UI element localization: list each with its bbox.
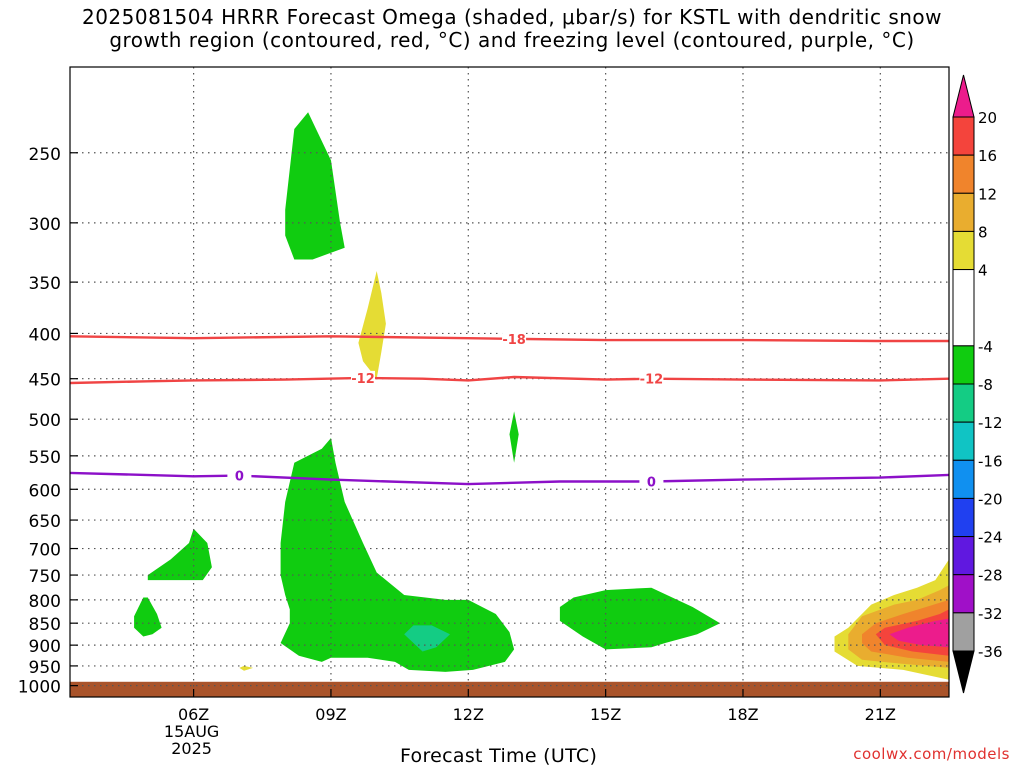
y-tick-label: 300 (29, 215, 61, 235)
x-tick-sublabel: 15AUG (164, 722, 219, 741)
colorbar-band (952, 536, 975, 576)
contour-line--12 (70, 375, 949, 385)
contour-label-bg (227, 468, 252, 483)
contour-label--18: -18 (502, 333, 526, 348)
grid-layer (70, 67, 949, 697)
colorbar-band (952, 192, 975, 232)
omega-region-8 (559, 587, 721, 650)
y-tick-label: 900 (29, 637, 61, 657)
colorbar-band (952, 421, 975, 461)
contour-label-0: 0 (235, 470, 244, 485)
x-tick-label: 21Z (865, 705, 896, 724)
contour-label-bg (639, 371, 664, 386)
y-tick-label: 1000 (18, 678, 61, 698)
contour-label-bg (639, 474, 664, 489)
colorbar-tick-label: -32 (978, 605, 1003, 623)
chart-title: 2025081504 HRRR Forecast Omega (shaded, … (0, 6, 1024, 52)
contour-line--18 (70, 335, 949, 343)
colorbar-tick-label: 16 (978, 147, 997, 165)
y-tick-label: 750 (29, 567, 61, 587)
y-tick-label: 550 (29, 448, 61, 468)
omega-region-2 (509, 411, 519, 463)
y-tick-label: 950 (29, 658, 61, 678)
colorbar-band (952, 497, 975, 538)
y-tick-label: 850 (29, 615, 61, 635)
colorbar: 20 16 12 8 4 -4 -8 -12 -16 -20 -24 -28 -32 -36 (952, 74, 1003, 694)
omega-region-0 (285, 112, 345, 260)
title-line-2: growth region (contoured, red, °C) and f… (109, 28, 915, 52)
omega-region-6 (280, 438, 515, 672)
watermark: coolwx.com/models (853, 745, 1010, 763)
x-tick-label: 09Z (315, 705, 346, 724)
ground-fill (70, 681, 949, 697)
omega-region-3 (147, 528, 212, 581)
contour-label-bg (351, 370, 375, 385)
colorbar-band (952, 345, 975, 385)
y-tick-label: 450 (29, 371, 61, 391)
title-line-1: 2025081504 HRRR Forecast Omega (shaded, … (81, 5, 943, 29)
y-tick-label: 800 (29, 592, 61, 612)
colorbar-tick-label: -8 (978, 376, 993, 394)
y-tick-label: 650 (29, 512, 61, 532)
omega-shading-layer (134, 112, 949, 680)
omega-region-4 (134, 597, 162, 637)
x-tick-label: 06Z (178, 705, 209, 724)
contour-line-0 (70, 471, 949, 486)
contour-layer: -18 -12 -12 0 0 (70, 331, 949, 491)
y-tick-label: 400 (29, 325, 61, 345)
colorbar-top-arrow (952, 74, 975, 118)
x-tick-label: 12Z (453, 705, 484, 724)
colorbar-tick-label: -4 (978, 338, 993, 356)
colorbar-tick-label: -12 (978, 414, 1003, 432)
colorbar-tick-label: 4 (978, 262, 988, 280)
colorbar-tick-label: -20 (978, 490, 1003, 508)
x-tick-sublabel: 2025 (171, 739, 212, 758)
ground-layer (70, 681, 949, 697)
x-tick-label: 15Z (590, 705, 621, 724)
omega-region-5 (239, 665, 254, 671)
colorbar-band (952, 269, 975, 347)
contour-label-0: 0 (647, 476, 656, 491)
colorbar-tick-label: 20 (978, 109, 997, 127)
colorbar-tick-label: 12 (978, 185, 997, 203)
colorbar-tick-label: -28 (978, 567, 1003, 585)
colorbar-band (952, 154, 975, 194)
contour-label-bg (502, 331, 527, 346)
y-tick-label: 500 (29, 411, 61, 431)
colorbar-band (952, 230, 975, 271)
omega-region-1 (358, 271, 386, 379)
colorbar-band (952, 574, 975, 614)
colorbar-tick-label: -16 (978, 452, 1003, 470)
colorbar-tick-label: 8 (978, 223, 988, 241)
plot-frame (69, 66, 950, 698)
y-tick-label: 700 (29, 541, 61, 561)
colorbar-tick-label: -24 (978, 529, 1003, 547)
contour-label--12: -12 (351, 372, 375, 387)
colorbar-band (952, 383, 975, 423)
omega-region-7 (404, 625, 450, 652)
y-tick-label: 600 (29, 481, 61, 501)
colorbar-band (952, 116, 975, 156)
y-tick-label: 350 (29, 274, 61, 294)
y-tick-label: 250 (29, 145, 61, 165)
colorbar-bottom-arrow (952, 650, 975, 694)
colorbar-band (952, 612, 975, 652)
x-axis-title: Forecast Time (UTC) (400, 745, 598, 767)
omega-region-13 (889, 618, 949, 648)
contour-label--12: -12 (640, 373, 664, 388)
colorbar-band (952, 459, 975, 499)
x-tick-label: 18Z (727, 705, 758, 724)
colorbar-tick-label: -36 (978, 643, 1003, 661)
y-axis: 2503003504004505005506006507007508008509… (18, 145, 78, 698)
